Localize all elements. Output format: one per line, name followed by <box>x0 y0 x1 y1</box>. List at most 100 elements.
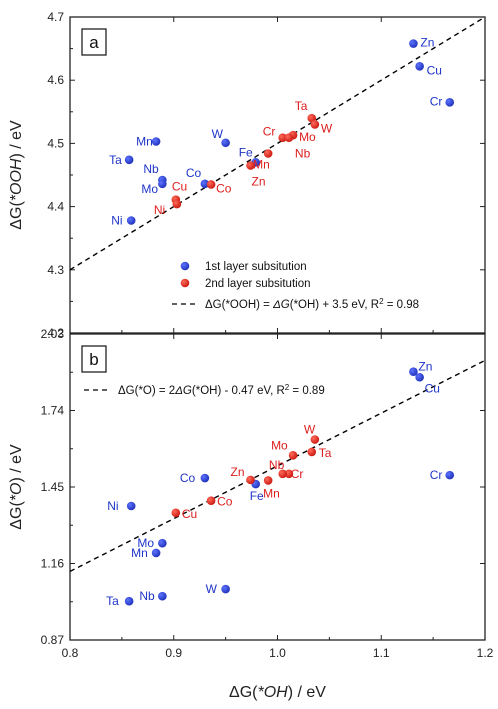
first-layer-point-zn <box>409 367 418 377</box>
second-layer-point-ni <box>172 199 182 209</box>
point-label: Ni <box>111 214 122 228</box>
point-label: Zn <box>252 175 266 189</box>
second-layer-point-w <box>310 120 320 129</box>
y-tick-label: 2.03 <box>41 327 65 341</box>
point-label: Mo <box>141 182 158 196</box>
second-layer-point-zn <box>246 475 255 485</box>
y-tick-label: 1.16 <box>41 557 65 571</box>
panel-a: 4.2 4.3 4.4 4.5 4.6 4.7 a Zn Cu Cr W Mn Ta Fe Nb Mo Co Ni… <box>8 10 486 340</box>
fit-eq-sup: 2 <box>285 383 290 392</box>
first-layer-point-mn <box>151 548 161 558</box>
point-label: Cr <box>291 467 304 481</box>
legend-entry-first-layer: 1st layer subsitution <box>205 261 307 273</box>
second-layer-point-nb <box>284 469 294 479</box>
fit-eq-sup: 2 <box>379 297 384 306</box>
second-layer-point-zn <box>246 161 255 170</box>
point-label: Zn <box>231 465 245 479</box>
panel-b: 0.87 1.16 1.45 1.74 2.03 0.8 0.9 1.0 1.1 1.2 b Zn Cu… <box>8 327 494 701</box>
second-layer-point-cu <box>171 508 181 518</box>
point-label: Co <box>217 495 233 509</box>
first-layer-point-mn <box>151 137 161 146</box>
first-layer-point-ni <box>126 501 136 511</box>
point-label: Ta <box>295 99 308 113</box>
panel-label-box <box>81 28 107 56</box>
first-layer-point-ta <box>124 596 134 606</box>
y-axis-label: ΔG(*OOH) / eV <box>8 120 25 230</box>
point-label: Nb <box>139 589 155 603</box>
first-layer-point-co <box>200 179 210 189</box>
first-layer-point-zn <box>409 39 418 48</box>
y-tick-label: 4.6 <box>47 73 64 87</box>
y-tick-label: 4.2 <box>47 326 64 340</box>
point-label: Cu <box>182 507 197 521</box>
point-label: Co <box>216 181 232 195</box>
y-tick-label: 4.3 <box>47 263 64 277</box>
point-label: Fe <box>239 145 253 159</box>
x-tick-label: 1.0 <box>269 646 286 660</box>
point-label: Ta <box>109 153 122 167</box>
fit-eq-italic: ΔG <box>272 299 290 311</box>
y-tick-label: 4.5 <box>47 136 64 150</box>
panel-label: a <box>89 33 99 52</box>
y-tick-label: 4.7 <box>47 10 64 24</box>
point-label: W <box>206 582 218 596</box>
fit-eq-prefix: ΔG(*OOH) = <box>205 299 273 311</box>
point-label: Zn <box>420 36 434 50</box>
point-label: Mo <box>137 536 154 550</box>
point-label: Cr <box>430 468 443 482</box>
point-label: Mo <box>271 438 288 452</box>
second-layer-point-mn <box>263 149 273 158</box>
first-layer-point-cr <box>445 470 455 480</box>
x-axis-label: ΔG(*OH) / eV <box>229 684 326 701</box>
x-axis-label-species: *OH <box>258 684 289 701</box>
fit-line <box>70 17 485 271</box>
x-axis-label-prefix: ΔG( <box>229 684 258 701</box>
first-layer-point-ni <box>126 216 136 225</box>
first-layer-point-w <box>221 138 230 148</box>
first-layer-point-w <box>221 584 230 594</box>
point-label: Mo <box>299 130 316 144</box>
point-label: Fe <box>250 489 264 503</box>
first-layer-point-ta <box>124 155 134 165</box>
y-axis-label: ΔG(*O) / eV <box>8 444 25 530</box>
second-layer-point-cr <box>278 469 287 479</box>
second-layer-point-co <box>206 180 216 189</box>
point-label: Ni <box>154 203 165 217</box>
legend-fit-equation: ΔG(*OOH) = ΔG(*OH) + 3.5 eV, R2 = 0.98 <box>205 297 419 312</box>
x-tick-label: 1.2 <box>477 646 494 660</box>
legend-marker-second-layer <box>180 278 190 288</box>
y-axis-label-suffix: ) / eV <box>8 120 25 159</box>
y-tick-label: 0.87 <box>41 633 65 647</box>
point-label: Cr <box>263 125 276 139</box>
point-label: W <box>304 423 316 437</box>
fit-eq-prefix: ΔG(*O) = 2 <box>118 385 175 397</box>
fit-line <box>70 359 485 573</box>
x-tick-label: 1.1 <box>373 646 390 660</box>
second-layer-point-co <box>206 496 216 506</box>
point-label: Zn <box>418 360 432 374</box>
point-label: Ta <box>106 594 119 608</box>
x-tick-label: 0.9 <box>165 646 182 660</box>
point-label: Cu <box>425 381 440 395</box>
y-axis-label-suffix: ) / eV <box>8 444 25 483</box>
first-layer-point-mo <box>158 179 167 189</box>
y-axis-label-species: *O <box>8 483 25 502</box>
point-label: Mn <box>131 546 148 560</box>
y-axis-label-species: *OOH <box>8 158 25 201</box>
point-label: Cu <box>427 63 442 77</box>
fit-eq-rest: (*OH) + 3.5 eV, R <box>290 299 379 311</box>
point-label: Nb <box>143 162 159 176</box>
first-layer-point-cr <box>445 98 455 107</box>
fit-eq-tail: = 0.89 <box>289 385 325 397</box>
point-label: Co <box>180 471 196 485</box>
fit-eq-tail: = 0.98 <box>384 299 420 311</box>
fit-eq-italic: ΔG <box>174 385 192 397</box>
y-tick-label: 1.74 <box>41 404 65 418</box>
point-label: Ta <box>319 446 332 460</box>
first-layer-point-cu <box>415 61 424 71</box>
second-layer-point-cr <box>278 133 287 143</box>
point-label: Ni <box>107 499 118 513</box>
point-label: W <box>321 121 333 135</box>
fit-eq-rest: (*OH) - 0.47 eV, R <box>192 385 285 397</box>
